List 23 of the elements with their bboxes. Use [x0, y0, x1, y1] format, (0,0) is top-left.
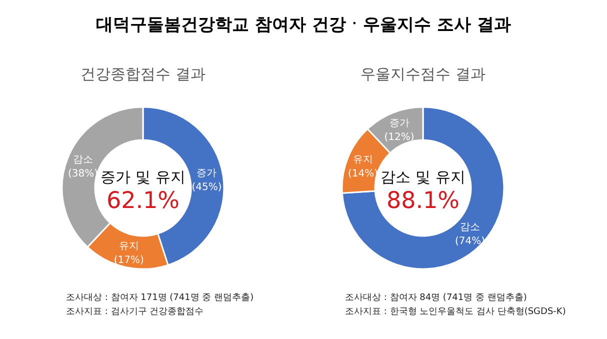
slice-label: 유지 — [353, 154, 374, 166]
slice-label: 유지 — [118, 240, 139, 252]
text: 62.1% — [106, 188, 180, 214]
text: 조사지표 : 검사기구 건강종합점수 — [66, 307, 204, 317]
data-label: (17%) — [114, 254, 144, 266]
slice-label: 감소 — [460, 222, 480, 234]
slice-label: 증가 — [196, 168, 217, 179]
text: 조사대상 : 참여자 171명 (741명 중 랜덤추출) — [66, 293, 254, 303]
text: 증가 및 유지 — [100, 168, 186, 186]
text: 감소 및 유지 — [380, 168, 466, 186]
text: 대덕구돌봄건강학교 참여자 건강ㆍ우울지수 조사 결과 — [96, 15, 511, 35]
text: 조사지표 : 한국형 노인우울척도 검사 단축형(SGDS-K) — [345, 307, 566, 317]
data-label: (38%) — [68, 168, 98, 180]
chart-subtitle: 우울지수점수 결과 — [360, 65, 486, 83]
slice-label: 감소 — [73, 154, 94, 166]
data-label: (14%) — [348, 168, 378, 180]
text: 조사대상 : 참여자 84명 (741명 중 랜덤추출) — [345, 293, 527, 303]
donut-slice — [341, 106, 505, 270]
data-label: (12%) — [384, 132, 414, 144]
data-label: (45%) — [192, 182, 222, 193]
text: 88.1% — [386, 188, 460, 214]
chart-subtitle: 건강종합점수 결과 — [80, 65, 206, 83]
slice-label: 증가 — [389, 118, 410, 130]
